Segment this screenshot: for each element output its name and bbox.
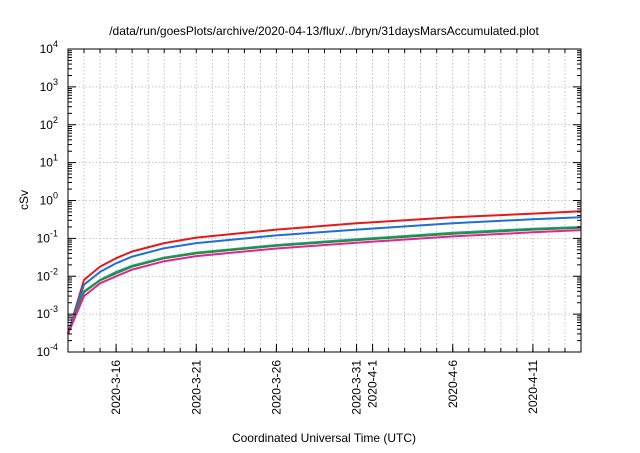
- x-tick-label: 2020-4-6: [446, 360, 460, 408]
- grid: [68, 49, 581, 352]
- y-tick-label: 10-2: [37, 266, 58, 283]
- x-tick-label: 2020-4-1: [366, 360, 380, 408]
- y-tick-label: 10-1: [37, 228, 58, 245]
- y-tick-label: 100: [40, 191, 58, 208]
- x-tick-label: 2020-3-21: [189, 360, 203, 415]
- series-line: [67, 229, 582, 335]
- x-tick-label: 2020-3-26: [269, 360, 283, 415]
- y-tick-labels: 10-4 10-3 10-2 10-1 100 101 102 103 104: [37, 39, 58, 359]
- y-tick-label: 101: [40, 153, 58, 170]
- y-tick-label: 104: [40, 39, 58, 56]
- x-tick-labels: 2020-3-16 2020-3-21 2020-3-26 2020-3-31 2020…: [109, 360, 540, 415]
- series-line: [67, 226, 582, 335]
- y-tick-label: 10-3: [37, 304, 58, 321]
- y-tick-label: 102: [40, 115, 58, 132]
- x-tick-label: 2020-4-11: [526, 360, 540, 414]
- x-tick-label: 2020-3-16: [109, 360, 123, 415]
- x-axis-label: Coordinated Universal Time (UTC): [232, 431, 416, 445]
- x-tick-label: 2020-3-31: [350, 360, 364, 415]
- y-tick-label: 103: [40, 77, 58, 94]
- series-group: [67, 210, 582, 335]
- chart-title: /data/run/goesPlots/archive/2020-04-13/f…: [109, 24, 539, 38]
- y-axis-label: cSv: [17, 190, 31, 210]
- series-line: [67, 216, 582, 335]
- series-line: [67, 210, 582, 335]
- y-tick-label: 10-4: [37, 342, 58, 359]
- axis-ticks: [68, 48, 581, 353]
